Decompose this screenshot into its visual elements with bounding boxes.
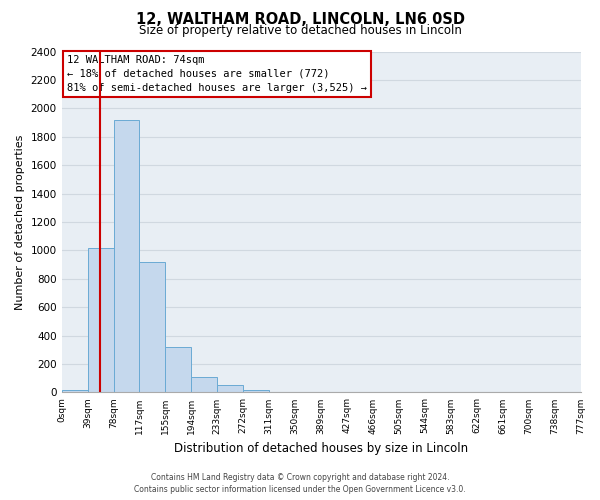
Bar [62, 390, 88, 392]
Bar [88, 248, 113, 392]
Bar [139, 262, 166, 392]
Bar [217, 386, 243, 392]
Text: 12, WALTHAM ROAD, LINCOLN, LN6 0SD: 12, WALTHAM ROAD, LINCOLN, LN6 0SD [136, 12, 464, 28]
X-axis label: Distribution of detached houses by size in Lincoln: Distribution of detached houses by size … [174, 442, 468, 455]
Bar [191, 377, 217, 392]
Text: 12 WALTHAM ROAD: 74sqm
← 18% of detached houses are smaller (772)
81% of semi-de: 12 WALTHAM ROAD: 74sqm ← 18% of detached… [67, 55, 367, 93]
Y-axis label: Number of detached properties: Number of detached properties [15, 134, 25, 310]
Bar [243, 390, 269, 392]
Text: Size of property relative to detached houses in Lincoln: Size of property relative to detached ho… [139, 24, 461, 37]
Bar [113, 120, 139, 392]
Text: Contains HM Land Registry data © Crown copyright and database right 2024.
Contai: Contains HM Land Registry data © Crown c… [134, 472, 466, 494]
Bar [166, 347, 191, 393]
